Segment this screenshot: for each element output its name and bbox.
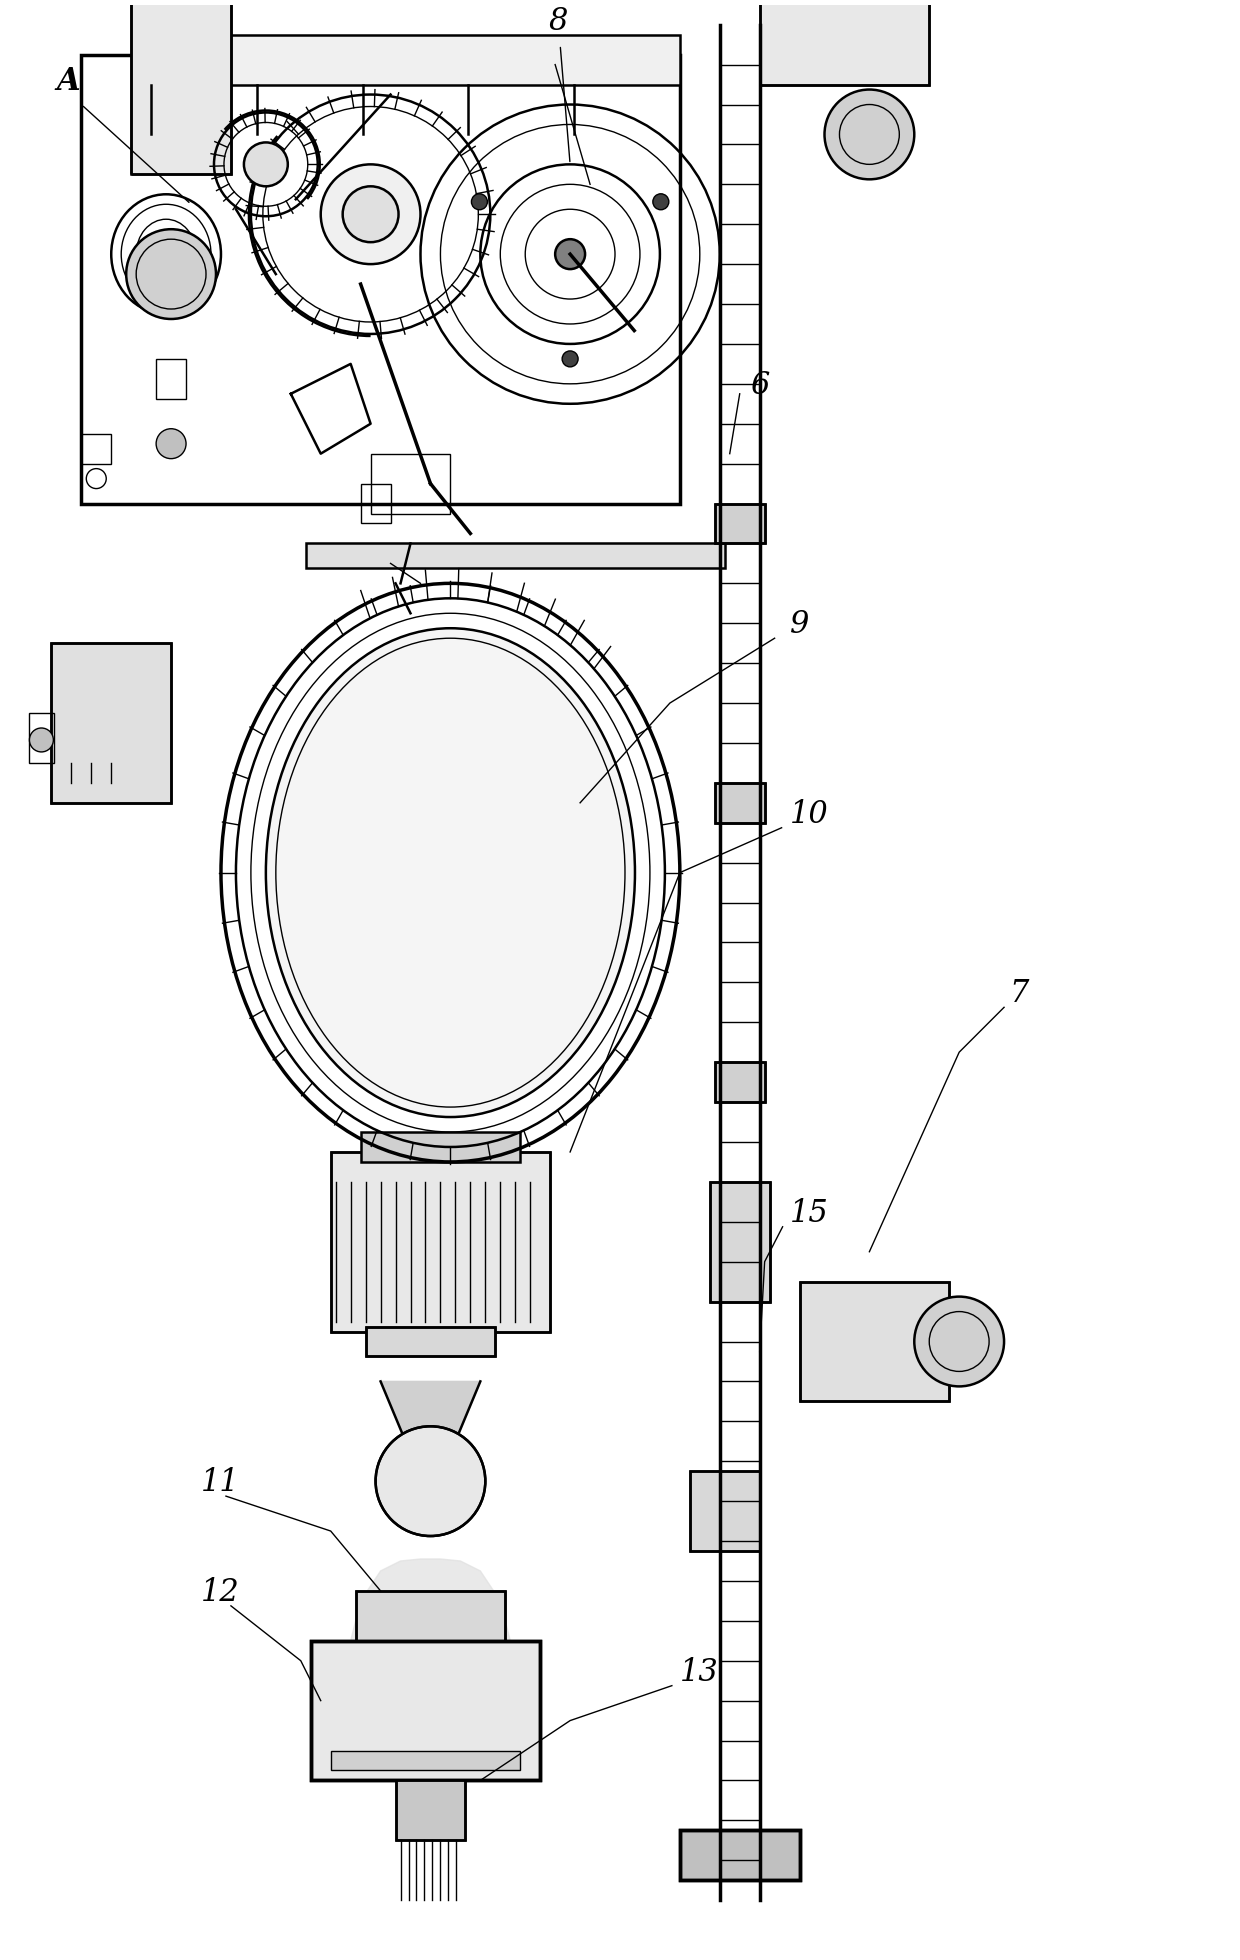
Circle shape [321, 165, 420, 265]
Bar [396, 1780, 465, 1840]
Text: A: A [56, 65, 81, 96]
Bar [714, 1062, 765, 1102]
Ellipse shape [265, 629, 635, 1117]
Bar [356, 1592, 505, 1680]
Circle shape [556, 239, 585, 269]
Circle shape [914, 1298, 1004, 1386]
Circle shape [562, 351, 578, 367]
Bar [800, 1282, 949, 1401]
Bar [714, 504, 765, 543]
Bar [331, 1152, 551, 1331]
Bar [311, 1641, 541, 1780]
Bar [760, 0, 929, 84]
Bar [366, 1327, 495, 1356]
Bar [361, 484, 391, 523]
Bar [131, 0, 231, 174]
Bar [331, 1750, 521, 1770]
Circle shape [342, 186, 398, 243]
Bar [709, 1182, 770, 1301]
Bar [396, 1780, 465, 1840]
Bar [714, 782, 765, 823]
Bar [131, 0, 231, 174]
Bar [82, 433, 112, 465]
Bar [689, 1472, 760, 1550]
Polygon shape [351, 1558, 511, 1701]
Bar [356, 1592, 505, 1680]
Text: 12: 12 [201, 1578, 239, 1607]
Text: 8: 8 [548, 6, 568, 37]
Bar [760, 0, 929, 84]
Circle shape [825, 90, 914, 178]
Bar [371, 453, 450, 514]
Text: 11: 11 [201, 1468, 239, 1497]
Text: 6: 6 [750, 370, 769, 400]
Circle shape [652, 194, 668, 210]
Bar [331, 1152, 551, 1331]
Bar [680, 1831, 800, 1880]
Text: 10: 10 [790, 800, 828, 829]
Bar [156, 359, 186, 398]
Bar [680, 1831, 800, 1880]
Text: 9: 9 [790, 610, 808, 641]
Circle shape [126, 229, 216, 319]
Text: 15: 15 [790, 1198, 828, 1229]
Bar [689, 1472, 760, 1550]
Bar [30, 713, 55, 762]
Bar [51, 643, 171, 804]
Circle shape [244, 143, 288, 186]
Bar [800, 1282, 949, 1401]
Bar [709, 1182, 770, 1301]
Circle shape [156, 429, 186, 459]
Text: 13: 13 [680, 1656, 719, 1688]
Circle shape [376, 1427, 485, 1537]
Bar [306, 543, 724, 568]
Bar [151, 35, 680, 84]
Text: 7: 7 [1009, 978, 1028, 1009]
Bar [714, 504, 765, 543]
Polygon shape [381, 1382, 480, 1441]
Bar [311, 1641, 541, 1780]
Bar [714, 782, 765, 823]
Circle shape [471, 194, 487, 210]
Circle shape [30, 727, 53, 753]
Bar [51, 643, 171, 804]
Bar [82, 55, 680, 504]
Bar [714, 1062, 765, 1102]
Bar [366, 1327, 495, 1356]
Bar [361, 1133, 521, 1162]
